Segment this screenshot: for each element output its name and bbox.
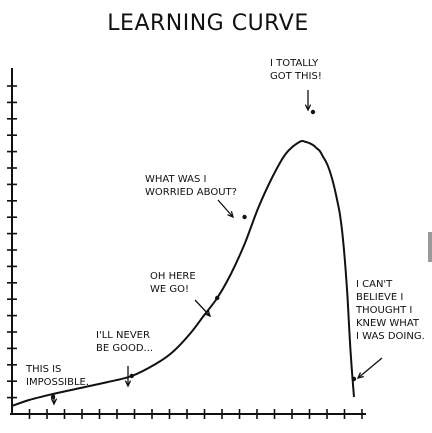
annotation-line: WHAT WAS I [145,174,206,185]
annotation-line: BELIEVE I [356,292,403,303]
axes [10,68,366,415]
annotation: I TOTALLY GOT THIS! [270,58,322,114]
annotation-line: WE GO! [150,284,189,295]
curve-point-marker [311,110,315,114]
annotation-line: KNEW WHAT [356,318,420,329]
curve-point-marker [51,395,55,399]
curve-point-marker [130,374,134,378]
annotation-arrow [358,358,382,378]
annotation-line: THIS IS [25,364,61,375]
annotation-arrow [218,200,233,217]
annotation-line: WORRIED ABOUT? [145,187,237,198]
annotations: THIS IS IMPOSSIBLE. I'LL NEVER BE GOOD... OH… [25,58,425,404]
annotation-line: OH HERE [150,271,196,282]
annotation-line: BE GOOD... [96,343,153,354]
chart-title: LEARNING CURVE [107,11,308,36]
annotation-line: I WAS DOING. [356,331,425,342]
annotation-line: IMPOSSIBLE. [26,377,89,388]
curve-point-marker [352,377,356,381]
annotation-arrow [195,300,210,316]
annotation-line: I TOTALLY [270,58,319,69]
curve-point-marker [215,296,219,300]
annotation-line: I'LL NEVER [96,330,150,341]
annotation: I CAN'T BELIEVE I THOUGHT I KNEW WHAT I WAS … [352,279,425,381]
annotation: WHAT WAS I WORRIED ABOUT? [145,174,247,219]
annotation-line: GOT THIS! [270,71,322,82]
curve-point-marker [242,215,246,219]
annotation-line: THOUGHT I [355,305,412,316]
annotation-line: I CAN'T [356,279,393,290]
edge-scrollbar [428,232,432,262]
